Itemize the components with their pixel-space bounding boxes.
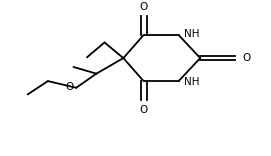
Text: O: O (243, 53, 251, 63)
Text: O: O (140, 105, 148, 115)
Text: O: O (65, 82, 73, 92)
Text: O: O (140, 2, 148, 12)
Text: NH: NH (184, 77, 199, 87)
Text: NH: NH (184, 29, 199, 39)
